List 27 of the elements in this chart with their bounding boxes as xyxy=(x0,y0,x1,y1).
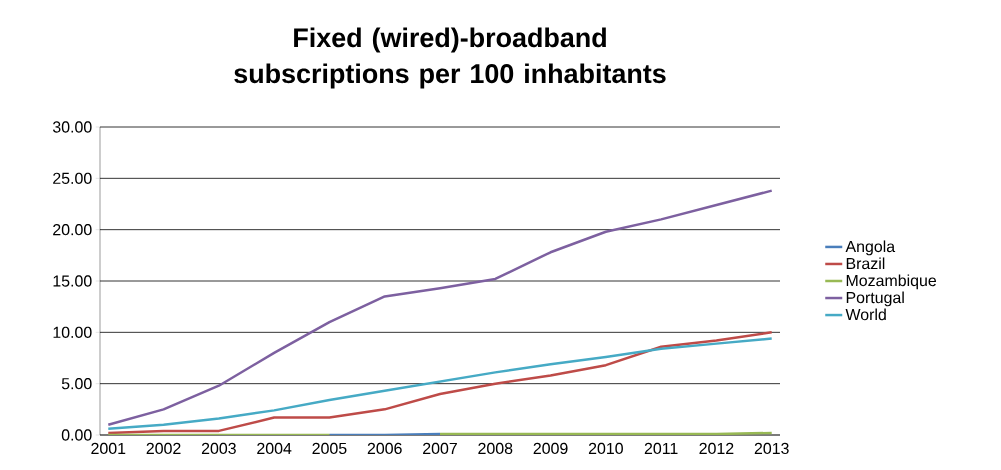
x-tick-label: 2013 xyxy=(754,442,789,455)
x-tick-label: 2012 xyxy=(699,442,734,455)
x-tick-label: 2007 xyxy=(423,442,457,455)
y-tick-label: 25.00 xyxy=(53,172,92,184)
x-tick-label: 2009 xyxy=(533,442,568,455)
legend-label: World xyxy=(845,308,886,321)
y-tick-label: 20.00 xyxy=(53,224,92,236)
y-tick-label: 0.00 xyxy=(61,429,92,441)
x-tick-label: 2002 xyxy=(146,442,181,455)
legend-label: Mozambique xyxy=(846,274,937,290)
legend-label: Brazil xyxy=(846,257,885,270)
legend-label: Angola xyxy=(845,240,896,256)
y-tick-label: 10.00 xyxy=(53,326,92,338)
legend-label: Portugal xyxy=(846,291,904,307)
x-tick-label: 2011 xyxy=(644,442,678,455)
y-tick-label: 30.00 xyxy=(52,121,92,133)
x-tick-label: 2010 xyxy=(588,442,623,455)
x-tick-label: 2008 xyxy=(478,442,513,455)
x-tick-label: 2005 xyxy=(312,442,347,455)
chart-title: Fixed (wired)-broadband subscriptions per 100 inhabitants xyxy=(234,27,666,89)
x-tick-label: 2004 xyxy=(257,442,292,455)
line-series xyxy=(107,189,773,426)
x-tick-label: 2003 xyxy=(201,442,236,455)
y-tick-label: 5.00 xyxy=(61,378,92,390)
x-tick-label: 2006 xyxy=(367,442,402,455)
x-tick-label: 2001 xyxy=(91,442,126,455)
y-tick-label: 15.00 xyxy=(53,275,92,287)
